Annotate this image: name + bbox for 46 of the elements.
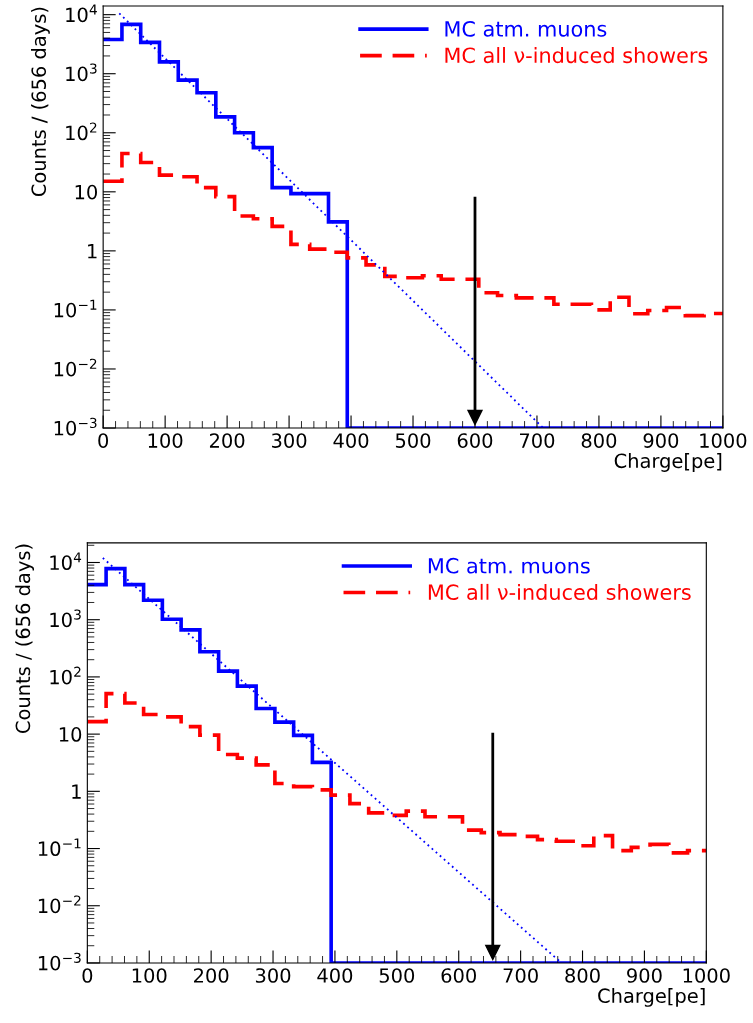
x-tick-label: 1000 — [700, 433, 747, 448]
legend-label: MC atm. muons — [428, 557, 590, 574]
x-tick-label: 1000 — [683, 968, 730, 983]
x-tick-label: 100 — [132, 968, 167, 983]
y-tick-label: 10$^{2}$ — [66, 122, 97, 141]
x-tick-label: 200 — [209, 433, 245, 448]
x-tick-label: 800 — [565, 968, 600, 983]
legend-label: MC all ν-induced showers — [445, 47, 708, 64]
y-tick-label: 10$^{−2}$ — [54, 358, 97, 377]
x-tick-label: 500 — [379, 968, 415, 983]
x-tick-label: 300 — [255, 968, 291, 983]
y-tick-label: 10$^{−3}$ — [38, 952, 81, 971]
x-tick-label: 800 — [581, 433, 617, 448]
x-tick-label: 600 — [441, 968, 476, 983]
x-tick-label: 500 — [395, 433, 431, 448]
y-tick-label: 10$^{4}$ — [50, 552, 82, 571]
y-axis-title: Counts / (656 days) — [31, 7, 50, 197]
x-tick-label: 900 — [643, 433, 679, 448]
y-tick-label: 1 — [72, 784, 81, 799]
y-tick-label: 10$^{−1}$ — [38, 838, 81, 857]
x-tick-label: 700 — [503, 968, 538, 983]
x-tick-label: 600 — [457, 433, 493, 448]
x-tick-label: 100 — [148, 433, 183, 448]
x-tick-label: 200 — [194, 968, 229, 983]
x-tick-label: 0 — [82, 968, 93, 983]
y-tick-label: 10$^{4}$ — [66, 4, 97, 23]
x-axis-title: Charge[pe] — [598, 988, 705, 1007]
y-tick-label: 10$^{3}$ — [50, 609, 81, 628]
y-tick-label: 10$^{−3}$ — [54, 417, 97, 436]
y-tick-label: 10$^{−1}$ — [54, 299, 97, 318]
y-tick-label: 1 — [88, 244, 97, 259]
x-tick-label: 400 — [333, 433, 369, 448]
x-tick-label: 0 — [98, 433, 109, 448]
y-axis-title: Counts / (656 days) — [15, 544, 35, 733]
x-axis-title: Charge[pe] — [614, 453, 722, 472]
y-tick-label: 10 — [59, 727, 82, 742]
y-tick-label: 10$^{2}$ — [50, 666, 81, 685]
legend-label: MC all ν-induced showers — [428, 583, 691, 601]
x-tick-label: 900 — [627, 968, 662, 983]
x-tick-label: 700 — [520, 433, 555, 448]
y-tick-label: 10$^{−2}$ — [38, 895, 81, 914]
y-tick-label: 10$^{3}$ — [66, 63, 97, 82]
x-tick-label: 300 — [272, 433, 307, 448]
legend-label: MC atm. muons — [445, 20, 607, 37]
y-tick-label: 10 — [75, 184, 98, 200]
x-tick-label: 400 — [317, 968, 353, 983]
